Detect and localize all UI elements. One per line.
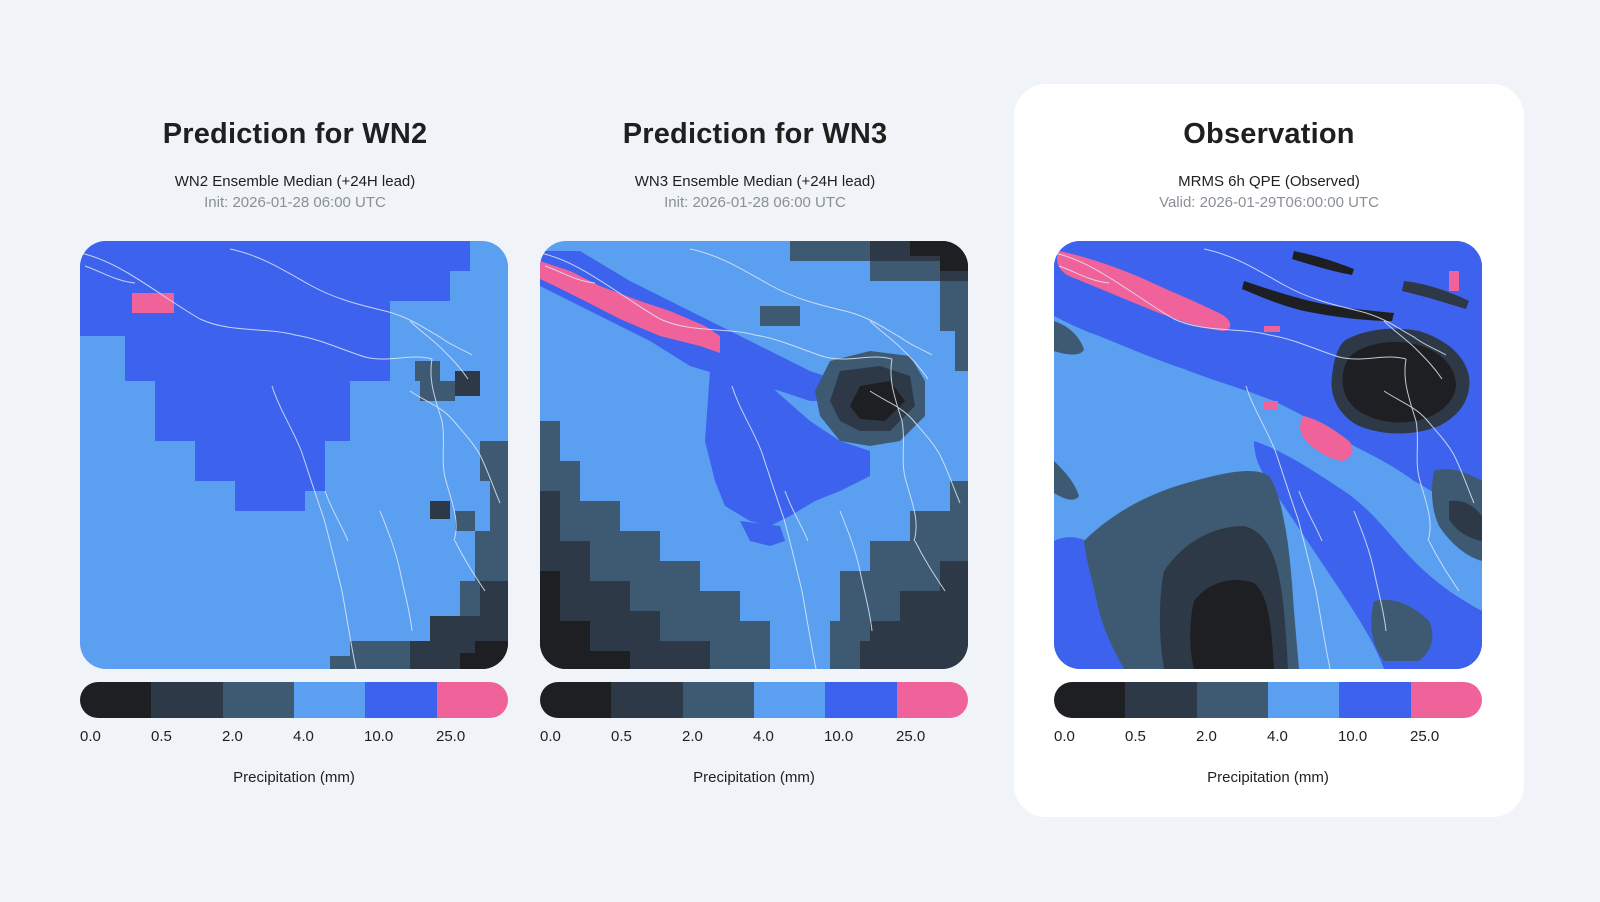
colorbar-segment <box>682 682 754 718</box>
panel-subtitle: MRMS 6h QPE (Observed) <box>1178 173 1360 190</box>
colorbar-segment <box>540 682 612 718</box>
colorbar-tick: 0.5 <box>611 728 632 745</box>
colorbar-label: Precipitation (mm) <box>693 769 815 786</box>
colorbar-segment <box>1125 682 1197 718</box>
colorbar-tick: 10.0 <box>1338 728 1368 745</box>
colorbar-tick: 4.0 <box>293 728 314 745</box>
colorbar-segment <box>896 682 968 718</box>
panel-init-time: Init: 2026-01-28 06:00 UTC <box>664 194 846 211</box>
precip-map-wn3 <box>540 241 968 669</box>
colorbar-tick: 0.5 <box>1125 728 1146 745</box>
colorbar-segment <box>1267 682 1340 718</box>
panel-subtitle: WN3 Ensemble Median (+24H lead) <box>634 173 876 190</box>
colorbar-tick: 25.0 <box>896 728 926 745</box>
colorbar <box>80 682 508 718</box>
panel-wn3: Prediction for WN3 WN3 Ensemble Median (… <box>500 84 1010 817</box>
panel-observation: Observation MRMS 6h QPE (Observed) Valid… <box>1014 84 1524 817</box>
colorbar-segment <box>151 682 223 718</box>
colorbar-ticks: 0.0 0.5 2.0 4.0 10.0 25.0 <box>1054 728 1482 748</box>
panel-valid-time: Valid: 2026-01-29T06:00:00 UTC <box>1159 194 1379 211</box>
colorbar-segment <box>222 682 294 718</box>
colorbar-tick: 2.0 <box>222 728 243 745</box>
colorbar-tick: 2.0 <box>1196 728 1217 745</box>
colorbar-tick: 10.0 <box>824 728 854 745</box>
panel-title: Prediction for WN3 <box>622 118 888 150</box>
colorbar-label: Precipitation (mm) <box>233 769 355 786</box>
colorbar-segment <box>365 682 437 718</box>
precip-map-observation <box>1054 241 1482 669</box>
colorbar <box>540 682 968 718</box>
colorbar-segment <box>1196 682 1268 718</box>
colorbar-segment <box>1410 682 1482 718</box>
panel-title: Prediction for WN2 <box>162 118 428 150</box>
panel-title: Observation <box>1183 118 1355 150</box>
colorbar-tick: 0.0 <box>1054 728 1075 745</box>
colorbar-label: Precipitation (mm) <box>1207 769 1329 786</box>
colorbar-segment <box>611 682 683 718</box>
colorbar-tick: 0.0 <box>540 728 561 745</box>
panel-wn2: Prediction for WN2 WN2 Ensemble Median (… <box>40 84 550 817</box>
precip-map-wn2 <box>80 241 508 669</box>
colorbar-ticks: 0.0 0.5 2.0 4.0 10.0 25.0 <box>540 728 968 748</box>
colorbar-tick: 25.0 <box>1410 728 1440 745</box>
colorbar-segment <box>1339 682 1411 718</box>
panel-init-time: Init: 2026-01-28 06:00 UTC <box>204 194 386 211</box>
colorbar-tick: 2.0 <box>682 728 703 745</box>
colorbar <box>1054 682 1482 718</box>
colorbar-ticks: 0.0 0.5 2.0 4.0 10.0 25.0 <box>80 728 508 748</box>
colorbar-tick: 4.0 <box>753 728 774 745</box>
colorbar-segment <box>436 682 508 718</box>
colorbar-segment <box>80 682 152 718</box>
colorbar-tick: 0.0 <box>80 728 101 745</box>
colorbar-segment <box>753 682 826 718</box>
colorbar-segment <box>293 682 366 718</box>
colorbar-segment <box>825 682 897 718</box>
colorbar-segment <box>1054 682 1126 718</box>
colorbar-tick: 25.0 <box>436 728 466 745</box>
colorbar-tick: 4.0 <box>1267 728 1288 745</box>
colorbar-tick: 0.5 <box>151 728 172 745</box>
colorbar-tick: 10.0 <box>364 728 394 745</box>
panel-subtitle: WN2 Ensemble Median (+24H lead) <box>174 173 416 190</box>
